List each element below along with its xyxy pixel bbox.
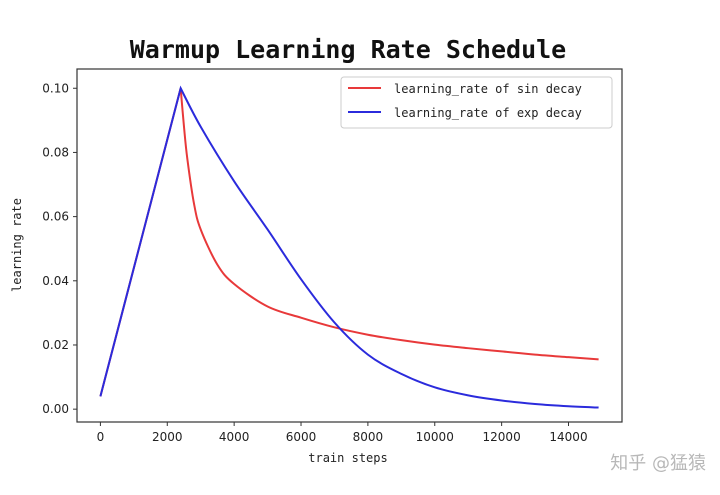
legend: learning_rate of sin decay learning_rate… xyxy=(340,76,613,129)
x-tick-label: 6000 xyxy=(286,430,317,444)
x-tick-label: 8000 xyxy=(353,430,384,444)
plot-frame xyxy=(76,68,623,423)
x-axis-label: train steps xyxy=(308,451,387,465)
x-tick-label: 10000 xyxy=(416,430,454,444)
legend-label-sin: learning_rate of sin decay xyxy=(394,82,582,96)
y-tick-label: 0.02 xyxy=(42,338,69,352)
y-tick-label: 0.06 xyxy=(42,210,69,224)
series-line-exp-decay xyxy=(99,85,599,409)
y-tick-label: 0.10 xyxy=(42,81,69,95)
x-tick-label: 0 xyxy=(97,430,105,444)
y-tick-label: 0.04 xyxy=(42,274,69,288)
x-tick-label: 2000 xyxy=(152,430,183,444)
legend-label-exp: learning_rate of exp decay xyxy=(394,106,582,120)
chart-title: Warmup Learning Rate Schedule xyxy=(130,35,567,64)
series-line-sin-decay xyxy=(99,88,599,397)
x-tick-label: 4000 xyxy=(219,430,250,444)
y-axis-label: learning rate xyxy=(10,198,24,292)
y-tick-label: 0.00 xyxy=(42,402,69,416)
x-tick-label: 12000 xyxy=(483,430,521,444)
y-tick-label: 0.08 xyxy=(42,145,69,159)
x-tick-label: 14000 xyxy=(549,430,587,444)
watermark: 知乎 @猛猿 xyxy=(610,453,706,474)
